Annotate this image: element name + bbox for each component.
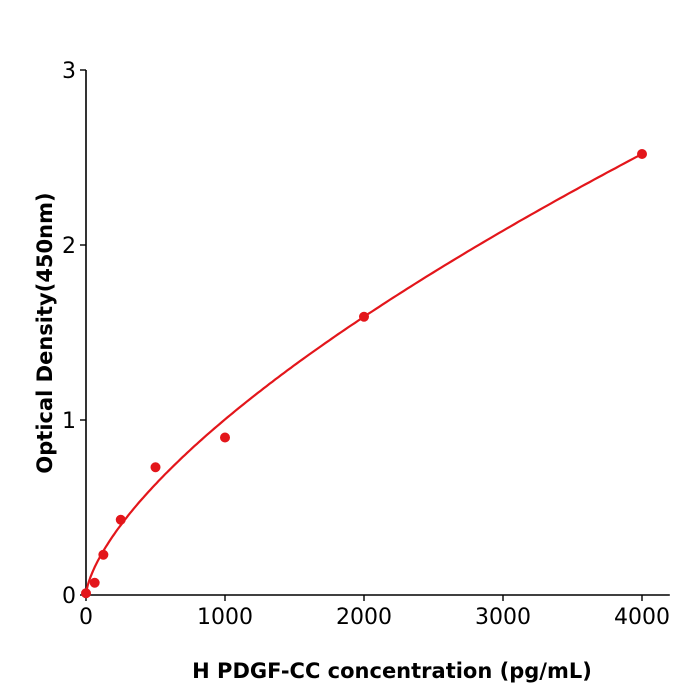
- data-point: [81, 588, 91, 599]
- x-tick-label: 4000: [614, 605, 670, 630]
- x-tick-label: 1000: [197, 605, 253, 630]
- y-tick-label: 3: [62, 59, 76, 84]
- data-point: [89, 577, 100, 588]
- data-point: [115, 514, 126, 525]
- fit-curve: [84, 153, 643, 596]
- y-tick-label: 2: [62, 234, 76, 259]
- x-tick-label: 0: [79, 605, 93, 630]
- x-axis-label: H PDGF-CC concentration (pg/mL): [192, 659, 592, 683]
- data-point: [220, 432, 230, 443]
- x-tick-label: 2000: [336, 605, 392, 630]
- y-tick-label: 0: [62, 584, 76, 609]
- data-point: [98, 549, 109, 560]
- x-tick-label: 3000: [475, 605, 531, 630]
- y-tick-label: 1: [62, 409, 76, 434]
- data-point: [637, 149, 647, 159]
- data-point: [359, 311, 369, 322]
- data-point: [150, 462, 161, 473]
- y-axis-label: Optical Density(450nm): [33, 192, 57, 473]
